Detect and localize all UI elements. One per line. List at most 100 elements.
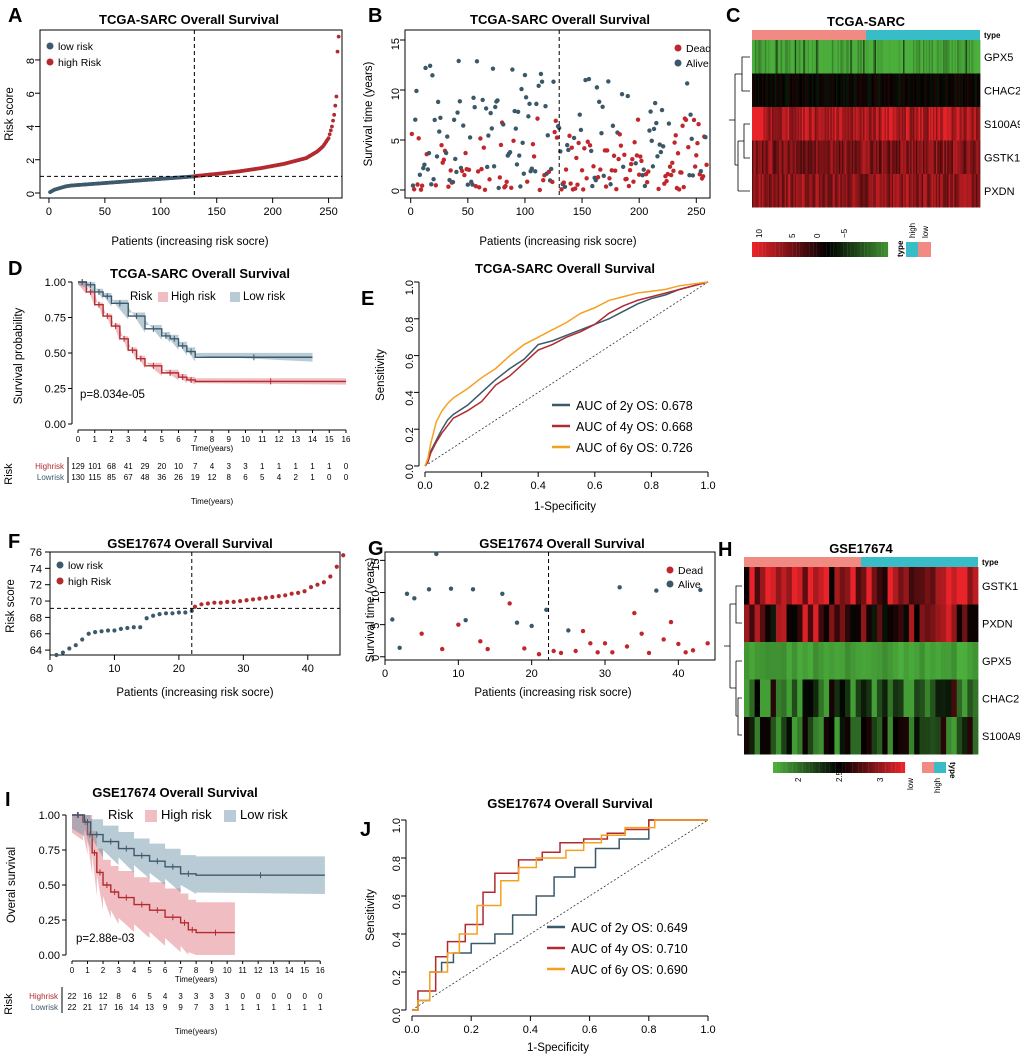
dead-point <box>656 186 661 192</box>
heat-cell <box>771 107 774 141</box>
heat-cell <box>888 73 891 107</box>
dead-point <box>595 175 601 180</box>
heat-cell <box>870 107 873 141</box>
alive-point <box>608 182 613 187</box>
colorbar-cell <box>878 762 882 773</box>
heat-cell <box>761 140 764 174</box>
high-risk-point <box>321 580 326 585</box>
heat-cell <box>924 40 927 74</box>
dead-point <box>462 172 467 178</box>
heat-cell <box>826 174 828 208</box>
alive-point <box>648 109 653 114</box>
risk-count: 48 <box>141 473 150 482</box>
heat-cell <box>892 642 899 680</box>
dead-point <box>446 184 451 189</box>
alive-point <box>687 172 692 178</box>
x-tick-label: 30 <box>237 663 249 675</box>
risk-count: 9 <box>178 1003 183 1012</box>
heat-cell <box>924 717 931 755</box>
heat-cell <box>888 140 891 174</box>
heat-cell <box>776 107 779 141</box>
high-risk-point <box>335 49 340 54</box>
high-risk-point <box>250 597 256 602</box>
panel-label: B <box>368 5 382 27</box>
risk-count: 16 <box>83 992 92 1001</box>
x-tick-label: 13 <box>269 966 278 975</box>
y-tick-label: 1.0 <box>404 280 416 295</box>
heat-cell <box>968 174 971 208</box>
heat-cell <box>838 174 841 208</box>
heat-cell <box>887 567 894 605</box>
dead-point <box>598 167 603 172</box>
heat-cell <box>942 107 945 141</box>
x-tick-label: 6 <box>176 435 181 444</box>
heat-cell <box>962 174 965 208</box>
colorbar-cell <box>857 242 861 257</box>
heat-cell <box>837 174 840 208</box>
risk-count: 12 <box>99 992 108 1001</box>
heat-cell <box>905 73 908 107</box>
alive-point <box>456 58 461 64</box>
heat-cell <box>847 174 850 208</box>
heat-cell <box>977 73 979 107</box>
heat-cell <box>903 717 910 755</box>
heat-cell <box>908 717 915 755</box>
colorbar-tick: 5 <box>788 233 797 238</box>
y-tick-label: 0 <box>370 655 382 661</box>
legend-low-marker <box>56 561 64 569</box>
dead-point <box>676 641 681 647</box>
heat-cell <box>764 73 767 107</box>
y-tick-label: 0.8 <box>391 856 403 871</box>
alive-point <box>423 65 428 71</box>
heat-cell <box>908 567 915 605</box>
heat-cell <box>831 40 834 74</box>
heat-cell <box>895 140 898 174</box>
dead-point <box>681 184 686 190</box>
dead-point <box>695 141 700 146</box>
heat-cell <box>972 107 975 141</box>
heat-cell <box>945 140 948 174</box>
heat-cell <box>965 140 968 174</box>
risk-count: 3 <box>227 462 232 471</box>
colorbar-cell <box>847 242 851 257</box>
x-axis-title: Patients (increasing risk socre) <box>111 236 268 248</box>
heat-cell <box>754 107 757 141</box>
heat-cell <box>764 107 767 141</box>
y-tick-label: 4 <box>25 124 37 130</box>
heat-cell <box>811 73 814 107</box>
heat-cell <box>885 107 888 141</box>
colorbar-cell <box>782 242 787 257</box>
heat-cell <box>814 174 817 208</box>
heat-cell <box>907 73 910 107</box>
dead-point <box>587 143 593 148</box>
heat-cell <box>965 174 968 208</box>
heat-cell <box>968 140 971 174</box>
heat-cell <box>897 107 900 141</box>
heat-cell <box>955 140 958 174</box>
heat-cell <box>938 40 941 74</box>
heat-cell <box>824 40 827 74</box>
alive-point <box>496 185 501 191</box>
heat-cell <box>753 73 756 107</box>
heat-cell <box>921 140 924 174</box>
heat-cell <box>759 73 761 107</box>
heat-cell <box>918 107 921 141</box>
heat-cell <box>974 140 977 174</box>
heat-cell <box>818 40 821 74</box>
dead-point <box>448 168 453 173</box>
heat-cell <box>968 107 971 141</box>
heat-cell <box>791 679 798 717</box>
heat-cell <box>882 679 888 717</box>
heat-cell <box>771 140 774 174</box>
heat-cell <box>786 174 789 208</box>
heat-cell <box>828 107 831 141</box>
heat-cell <box>854 40 857 74</box>
heat-cell <box>823 140 826 174</box>
heat-cell <box>900 140 903 174</box>
heat-cell <box>757 40 760 74</box>
heat-cell <box>884 107 887 141</box>
risk-count: 0 <box>256 992 261 1001</box>
heat-cell <box>927 140 930 174</box>
alive-point <box>698 587 703 593</box>
